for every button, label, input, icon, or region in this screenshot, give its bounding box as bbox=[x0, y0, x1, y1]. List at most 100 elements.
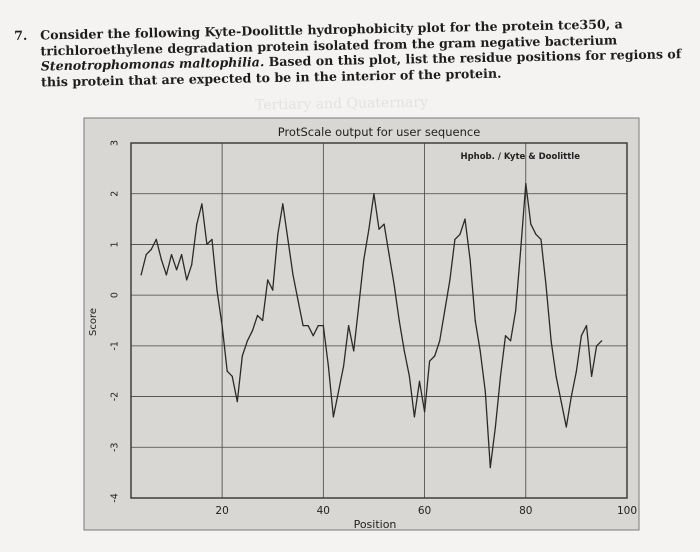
x-tick-label: 40 bbox=[317, 505, 330, 517]
data-point bbox=[206, 243, 208, 246]
data-point bbox=[434, 355, 436, 357]
chart-title: ProtScale output for user sequence bbox=[278, 125, 481, 139]
data-point bbox=[150, 248, 152, 251]
data-point bbox=[418, 380, 421, 382]
data-point bbox=[201, 203, 203, 205]
data-point bbox=[378, 228, 380, 230]
data-point bbox=[570, 395, 572, 398]
x-tick-label: 60 bbox=[418, 505, 431, 517]
series-line bbox=[140, 182, 603, 469]
data-point bbox=[297, 299, 299, 301]
series-group bbox=[140, 182, 603, 469]
data-point bbox=[388, 253, 390, 256]
data-point bbox=[555, 375, 557, 377]
data-point bbox=[429, 360, 431, 362]
data-point bbox=[307, 324, 309, 327]
data-point bbox=[408, 375, 410, 377]
data-point bbox=[383, 223, 385, 225]
data-point bbox=[520, 248, 522, 251]
y-tick-label: 1 bbox=[110, 241, 121, 247]
y-tick-label: -1 bbox=[110, 341, 121, 350]
data-point bbox=[590, 375, 593, 377]
x-axis-label: Position bbox=[354, 518, 397, 531]
data-point bbox=[580, 335, 583, 337]
data-point bbox=[155, 238, 157, 240]
data-point bbox=[444, 309, 446, 311]
data-point bbox=[459, 233, 461, 235]
data-point bbox=[211, 238, 213, 240]
data-point bbox=[540, 238, 542, 240]
data-point bbox=[504, 335, 507, 337]
data-point bbox=[423, 411, 426, 413]
data-point bbox=[509, 340, 512, 342]
data-point bbox=[474, 319, 476, 322]
data-point bbox=[186, 279, 188, 281]
data-point bbox=[596, 345, 598, 347]
y-tick-label: 2 bbox=[110, 191, 121, 197]
data-point bbox=[479, 350, 481, 352]
data-point bbox=[530, 223, 532, 225]
x-tick-label: 80 bbox=[519, 505, 532, 517]
data-point bbox=[337, 390, 340, 393]
data-point bbox=[393, 284, 395, 286]
y-tick-label: 3 bbox=[110, 140, 121, 146]
data-point bbox=[272, 289, 274, 291]
data-point bbox=[196, 223, 198, 225]
data-point bbox=[363, 259, 365, 261]
data-point bbox=[292, 274, 294, 276]
data-point bbox=[256, 314, 259, 317]
data-point bbox=[221, 324, 223, 327]
data-point bbox=[342, 365, 345, 367]
data-point bbox=[231, 375, 233, 377]
x-tick-labels: 20 40 60 80 100 bbox=[215, 505, 637, 517]
data-point bbox=[373, 193, 375, 195]
data-point bbox=[332, 416, 335, 418]
data-point bbox=[322, 324, 324, 327]
data-point bbox=[368, 228, 370, 230]
data-point bbox=[575, 370, 577, 372]
data-point bbox=[261, 319, 264, 322]
data-point bbox=[165, 274, 168, 276]
data-point bbox=[413, 416, 416, 418]
data-point bbox=[302, 324, 304, 327]
data-point bbox=[403, 350, 405, 352]
data-point bbox=[226, 370, 228, 372]
data-point bbox=[246, 340, 249, 342]
data-point bbox=[601, 340, 603, 342]
data-point bbox=[494, 426, 497, 428]
data-point bbox=[358, 304, 360, 306]
data-point bbox=[515, 309, 517, 311]
data-point bbox=[353, 350, 355, 352]
data-point bbox=[560, 401, 562, 403]
data-point bbox=[585, 324, 588, 327]
data-point bbox=[251, 330, 254, 332]
data-point bbox=[317, 324, 319, 327]
y-axis-label: Score bbox=[88, 308, 99, 336]
x-tick-label: 100 bbox=[617, 505, 637, 517]
y-tick-label: -2 bbox=[110, 392, 121, 401]
data-point bbox=[170, 253, 173, 256]
data-point bbox=[499, 375, 502, 377]
data-point bbox=[140, 274, 142, 276]
data-point bbox=[191, 264, 193, 266]
data-point bbox=[449, 279, 451, 281]
data-point bbox=[287, 238, 289, 240]
data-point bbox=[236, 401, 238, 403]
data-point bbox=[535, 233, 537, 235]
data-point bbox=[145, 253, 147, 256]
y-tick-label: -3 bbox=[110, 443, 121, 452]
legend-label: Hphob. / Kyte & Doolittle bbox=[460, 152, 580, 162]
data-point bbox=[181, 253, 183, 256]
data-point bbox=[484, 390, 486, 393]
data-point bbox=[525, 182, 527, 185]
data-point bbox=[241, 355, 243, 357]
data-point bbox=[175, 269, 178, 271]
plot-frame bbox=[130, 142, 628, 499]
data-point bbox=[439, 340, 441, 342]
data-point bbox=[545, 284, 547, 286]
plot-panel-background bbox=[83, 117, 640, 531]
data-point bbox=[312, 335, 314, 337]
data-point bbox=[160, 259, 162, 261]
